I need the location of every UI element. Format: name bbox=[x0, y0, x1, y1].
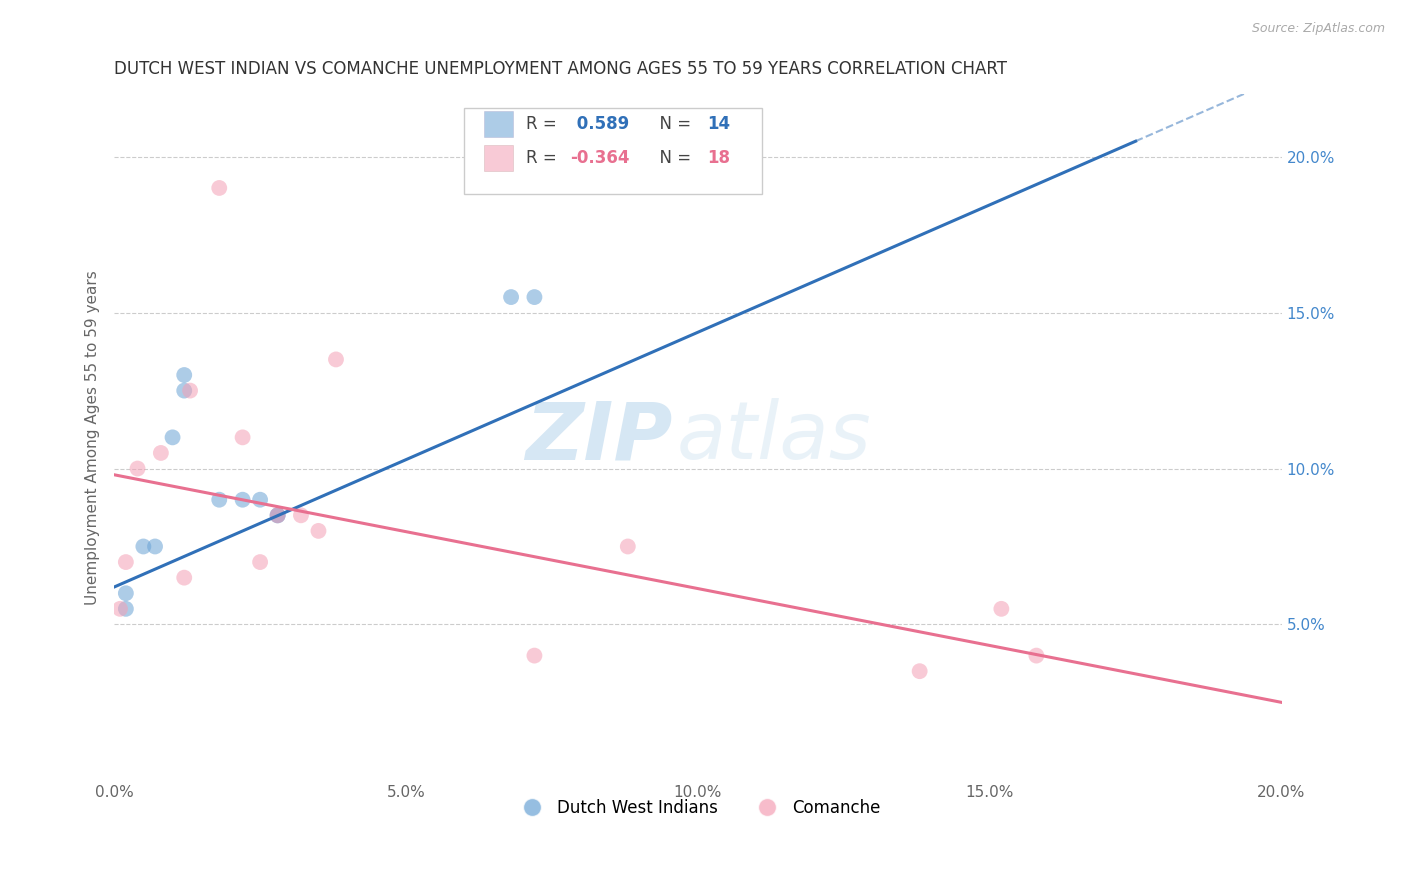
FancyBboxPatch shape bbox=[464, 108, 762, 194]
Bar bbox=[484, 111, 513, 137]
Point bbox=[232, 430, 254, 444]
Point bbox=[208, 181, 231, 195]
Text: atlas: atlas bbox=[676, 399, 872, 476]
Text: -0.364: -0.364 bbox=[571, 149, 630, 167]
Point bbox=[115, 602, 138, 616]
Point bbox=[132, 540, 155, 554]
Point bbox=[208, 492, 231, 507]
Text: R =: R = bbox=[526, 149, 562, 167]
Point bbox=[290, 508, 312, 523]
Point bbox=[617, 540, 640, 554]
Point bbox=[1025, 648, 1047, 663]
Text: 0.589: 0.589 bbox=[571, 115, 628, 133]
Legend: Dutch West Indians, Comanche: Dutch West Indians, Comanche bbox=[508, 792, 887, 823]
Text: Source: ZipAtlas.com: Source: ZipAtlas.com bbox=[1251, 22, 1385, 36]
Y-axis label: Unemployment Among Ages 55 to 59 years: Unemployment Among Ages 55 to 59 years bbox=[86, 270, 100, 605]
Point bbox=[523, 648, 546, 663]
Text: 14: 14 bbox=[707, 115, 730, 133]
Point bbox=[908, 664, 931, 678]
Point bbox=[162, 430, 184, 444]
Point bbox=[523, 290, 546, 304]
Point bbox=[149, 446, 172, 460]
Point bbox=[249, 555, 271, 569]
Point bbox=[143, 540, 166, 554]
Bar bbox=[484, 145, 513, 171]
Point bbox=[115, 586, 138, 600]
Point bbox=[173, 384, 195, 398]
Point bbox=[108, 602, 131, 616]
Text: N =: N = bbox=[648, 115, 696, 133]
Text: N =: N = bbox=[648, 149, 696, 167]
Point bbox=[990, 602, 1012, 616]
Point bbox=[325, 352, 347, 367]
Point bbox=[115, 555, 138, 569]
Point bbox=[173, 571, 195, 585]
Point bbox=[173, 368, 195, 382]
Point bbox=[249, 492, 271, 507]
Point bbox=[266, 508, 288, 523]
Point bbox=[232, 492, 254, 507]
Text: 18: 18 bbox=[707, 149, 730, 167]
Text: DUTCH WEST INDIAN VS COMANCHE UNEMPLOYMENT AMONG AGES 55 TO 59 YEARS CORRELATION: DUTCH WEST INDIAN VS COMANCHE UNEMPLOYME… bbox=[114, 60, 1007, 78]
Point bbox=[308, 524, 330, 538]
Text: R =: R = bbox=[526, 115, 562, 133]
Point bbox=[266, 508, 288, 523]
Point bbox=[127, 461, 149, 475]
Point bbox=[266, 508, 288, 523]
Text: ZIP: ZIP bbox=[524, 399, 672, 476]
Point bbox=[501, 290, 523, 304]
Point bbox=[179, 384, 201, 398]
